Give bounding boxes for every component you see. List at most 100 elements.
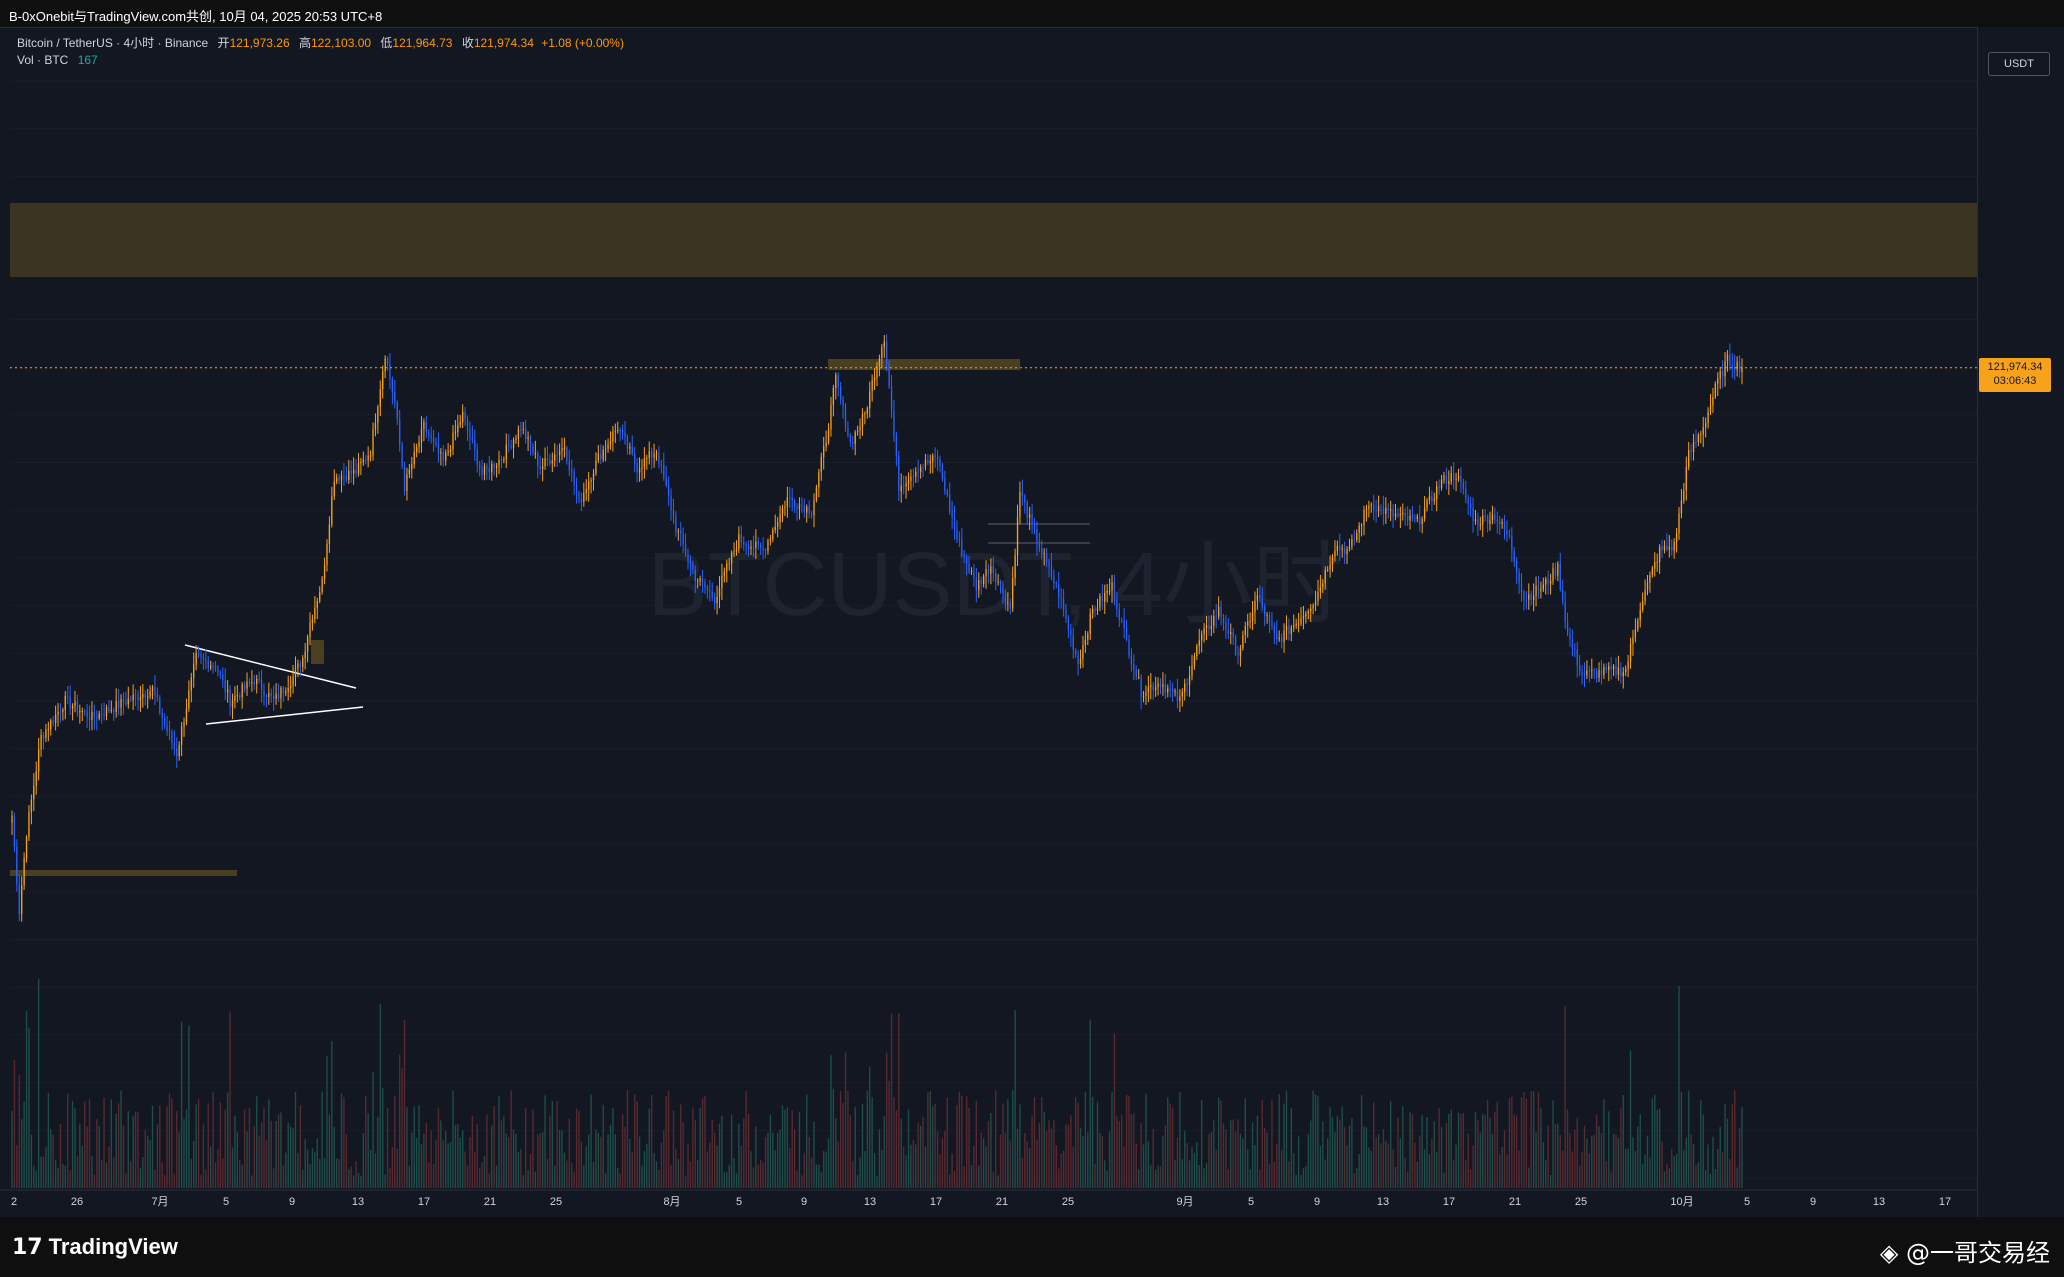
candle-body: [1610, 666, 1612, 670]
candle-body: [932, 455, 934, 462]
volume-bar: [132, 1115, 134, 1188]
volume-bar: [692, 1108, 694, 1188]
volume-bar: [735, 1172, 738, 1188]
candle-body: [270, 693, 272, 696]
candle-body: [1217, 606, 1220, 617]
candle-body: [336, 477, 338, 482]
volume-bar: [1368, 1147, 1370, 1188]
candle-body: [1377, 506, 1380, 512]
volume-bar: [1264, 1128, 1266, 1188]
currency-selector[interactable]: USDT: [1988, 52, 2050, 76]
volume-bar: [1443, 1172, 1445, 1188]
volume-bar: [726, 1172, 728, 1188]
volume-bar: [1499, 1154, 1501, 1188]
volume-bar: [1360, 1094, 1363, 1188]
volume-bar: [1460, 1113, 1462, 1188]
candle-body: [1586, 670, 1588, 676]
candle-body: [1300, 617, 1302, 624]
volume-bar: [42, 1156, 45, 1188]
volume-bar: [781, 1105, 784, 1188]
candle-body: [333, 481, 335, 497]
price-axis[interactable]: USDT: [1977, 27, 2064, 1217]
volume-bar: [1142, 1144, 1145, 1188]
candle-body: [134, 694, 137, 696]
candle-body: [168, 731, 171, 733]
candle-body: [280, 688, 282, 699]
volume-bar: [517, 1152, 520, 1188]
volume-bar: [1656, 1109, 1658, 1188]
candle-body: [52, 720, 54, 723]
volume-bar: [563, 1152, 566, 1188]
volume-bar: [127, 1110, 129, 1188]
candle-body: [711, 591, 713, 598]
candle-body: [968, 563, 970, 572]
candle-body: [1719, 370, 1721, 379]
candle-body: [1188, 675, 1191, 685]
candle-body: [1256, 595, 1259, 601]
candle-body: [791, 497, 793, 501]
volume-bar: [277, 1114, 280, 1188]
candle-body: [1692, 441, 1695, 452]
volume-bar: [706, 1151, 709, 1188]
candle-body: [323, 565, 326, 579]
volume-bar: [1704, 1170, 1707, 1188]
volume-bar: [1256, 1115, 1259, 1188]
candle-body: [1169, 688, 1171, 690]
volume-bar: [1094, 1163, 1096, 1188]
volume-bar: [202, 1124, 205, 1188]
candle-body: [534, 453, 537, 455]
candle-body: [1622, 672, 1624, 677]
candle-body: [944, 478, 946, 492]
candle-body: [806, 506, 808, 513]
candle-body: [563, 447, 566, 449]
candle-body: [595, 460, 597, 474]
candle-body: [302, 658, 304, 668]
candle-body: [108, 707, 110, 712]
volume-bar: [844, 1052, 847, 1188]
candle-body: [1564, 601, 1566, 623]
candle-body: [1491, 514, 1494, 521]
candle-body: [852, 442, 854, 444]
volume-bar: [830, 1055, 832, 1188]
volume-bar: [522, 1175, 524, 1188]
candle-body: [915, 471, 917, 477]
candle-body: [435, 441, 437, 445]
volume-bar: [1397, 1117, 1399, 1188]
symbol-title[interactable]: Bitcoin / TetherUS · 4小时 · Binance: [17, 36, 209, 50]
candle-body: [566, 447, 568, 461]
candle-body: [505, 444, 507, 460]
candle-body: [1096, 607, 1099, 611]
candle-body: [1632, 636, 1634, 645]
candle-body: [161, 712, 163, 719]
candle-body: [103, 714, 105, 716]
candle-body: [508, 444, 510, 446]
candle-body: [1184, 683, 1186, 692]
candle-body: [493, 463, 495, 468]
volume-bar: [1087, 1131, 1089, 1188]
candle-body: [1329, 564, 1331, 570]
candle-body: [762, 548, 764, 551]
candle-body: [1598, 669, 1600, 678]
volume-bar: [96, 1119, 98, 1188]
volume-bar: [1208, 1134, 1210, 1188]
candle-body: [621, 430, 624, 433]
volume-bar: [813, 1121, 815, 1188]
volume-bar: [1167, 1097, 1169, 1188]
candle-body: [447, 451, 449, 453]
candle-body: [18, 884, 20, 914]
volume-bar: [125, 1173, 127, 1188]
volume-bar: [1247, 1149, 1249, 1188]
volume-bar: [1658, 1108, 1661, 1188]
volume-bar: [806, 1094, 808, 1188]
volume-label[interactable]: Vol · BTC: [17, 53, 69, 67]
volume-bar: [144, 1129, 146, 1188]
candle-body: [706, 587, 709, 591]
volume-bar: [306, 1149, 309, 1188]
volume-bar: [1225, 1129, 1227, 1188]
volume-bar: [1072, 1146, 1074, 1188]
candle-body: [156, 694, 159, 698]
volume-bar: [98, 1126, 100, 1188]
volume-bar: [183, 1118, 185, 1188]
volume-bar: [350, 1166, 352, 1188]
